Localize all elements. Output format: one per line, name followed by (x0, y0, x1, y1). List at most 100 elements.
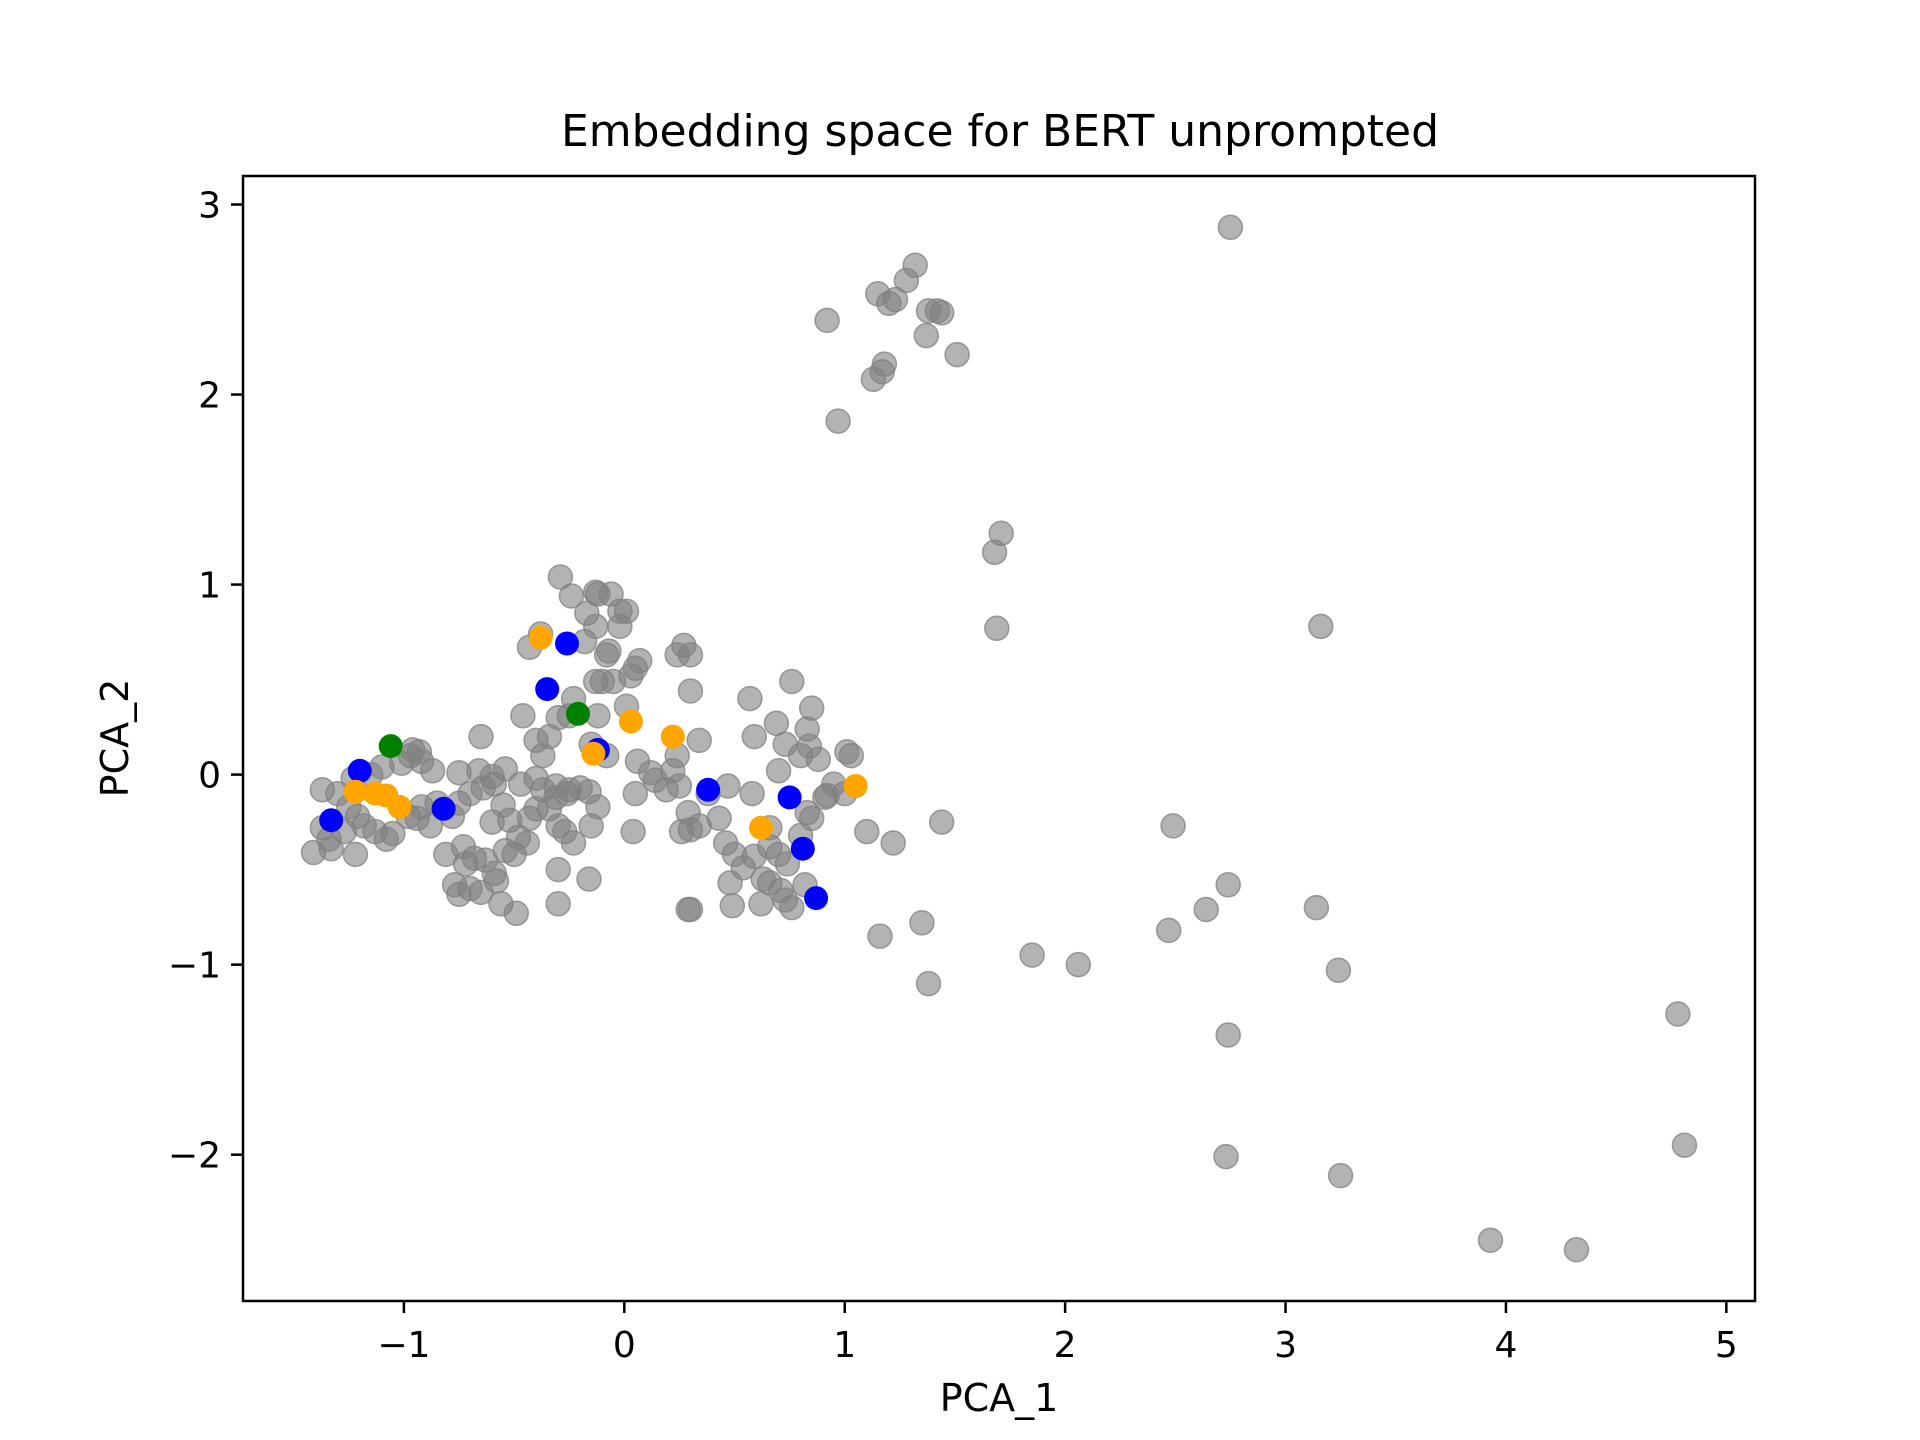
scatter-point (535, 677, 560, 702)
scatter-point (468, 723, 494, 750)
scatter-point (343, 779, 368, 804)
scatter-point (696, 777, 721, 802)
scatter-point (666, 773, 693, 799)
scatter-point (909, 910, 935, 936)
scatter-point (1325, 957, 1352, 984)
y-axis-label: PCA_2 (93, 679, 137, 798)
scatter-point (1065, 951, 1092, 978)
scatter-point (944, 341, 970, 368)
scatter-point (915, 970, 942, 997)
scatter-point (981, 539, 1008, 566)
scatter-point (664, 642, 690, 668)
x-axis-label: PCA_1 (940, 1376, 1059, 1420)
scatter-point (567, 775, 593, 801)
scatter-point (686, 727, 712, 754)
scatter-point (419, 758, 446, 784)
scatter-point (1155, 917, 1182, 944)
scatter-point (607, 613, 633, 640)
scatter-point (790, 836, 815, 861)
scatter-point (843, 774, 868, 798)
scatter-point (545, 856, 571, 883)
points-layer (300, 214, 1698, 1263)
scatter-point (1671, 1132, 1698, 1158)
scatter-point (928, 300, 955, 326)
scatter-point (318, 835, 344, 862)
y-tick-label: 0 (198, 756, 221, 797)
y-tick-label: −1 (168, 946, 221, 987)
scatter-point (380, 820, 406, 847)
scatter-point (794, 799, 820, 826)
y-axis-ticks: 3 2 1 0 −1 −2 (168, 186, 243, 1177)
scatter-point (677, 816, 704, 843)
scatter-point (717, 870, 743, 896)
scatter-point (528, 625, 553, 650)
scatter-point (893, 267, 920, 294)
scatter-point (431, 796, 456, 821)
scatter-point (880, 830, 906, 856)
plot-frame (241, 174, 1757, 1303)
scatter-point (913, 322, 940, 349)
scatter-point (1215, 872, 1241, 898)
scatter-point (1308, 613, 1334, 640)
y-tick-label: −2 (168, 1136, 221, 1177)
scatter-point (510, 702, 536, 729)
scatter-point (660, 724, 685, 749)
scatter-point (507, 771, 534, 797)
scatter-point (560, 830, 587, 856)
scatter-point (492, 837, 519, 864)
scatter-point (342, 841, 369, 868)
scatter-point (739, 780, 765, 807)
scatter-point (576, 866, 602, 892)
scatter-point (566, 701, 590, 726)
scatter-point (677, 678, 704, 704)
chart-title: Embedding space for BERT unprompted (561, 106, 1439, 157)
scatter-point (1665, 1001, 1691, 1027)
scatter-point (446, 881, 472, 908)
scatter-point (765, 758, 792, 784)
scatter-point (1019, 942, 1045, 968)
scatter-point (854, 818, 880, 845)
scatter-point (779, 668, 805, 695)
x-tick-label: 5 (1715, 1325, 1738, 1366)
x-tick-label: 0 (613, 1325, 636, 1366)
x-tick-label: 3 (1274, 1325, 1297, 1366)
scatter-point (622, 780, 649, 807)
scatter-point (1563, 1236, 1590, 1263)
scatter-point (748, 891, 774, 917)
scatter-point (378, 734, 403, 759)
scatter-point (777, 785, 802, 810)
x-tick-label: −1 (377, 1325, 430, 1366)
scatter-point (555, 631, 579, 656)
scatter-point (1215, 1022, 1241, 1048)
scatter-point (545, 891, 571, 917)
scatter-point (741, 723, 768, 750)
scatter-point (779, 894, 805, 921)
scatter-point (719, 892, 746, 919)
scatter-point (319, 808, 344, 833)
scatter-point (984, 615, 1010, 642)
scatter-point (774, 851, 801, 877)
scatter-point (804, 886, 829, 911)
scatter-point (715, 773, 741, 799)
scatter-point (593, 642, 620, 668)
scatter-point (1303, 894, 1330, 921)
y-tick-label: 2 (198, 376, 221, 417)
scatter-point (860, 366, 887, 393)
scatter-point (387, 794, 412, 819)
scatter-point (620, 818, 646, 845)
scatter-point (618, 709, 643, 734)
scatter-point (503, 900, 530, 927)
scatter-point (582, 668, 609, 695)
scatter-point (928, 809, 955, 835)
scatter-point (867, 923, 893, 949)
x-tick-label: 2 (1054, 1325, 1077, 1366)
scatter-point (1213, 1143, 1239, 1170)
scatter-point (1477, 1227, 1504, 1253)
y-tick-label: 1 (198, 566, 221, 607)
scatter-point (536, 723, 563, 750)
scatter-point (814, 307, 840, 334)
scatter-point (1217, 214, 1244, 241)
scatter-point (1160, 813, 1186, 839)
